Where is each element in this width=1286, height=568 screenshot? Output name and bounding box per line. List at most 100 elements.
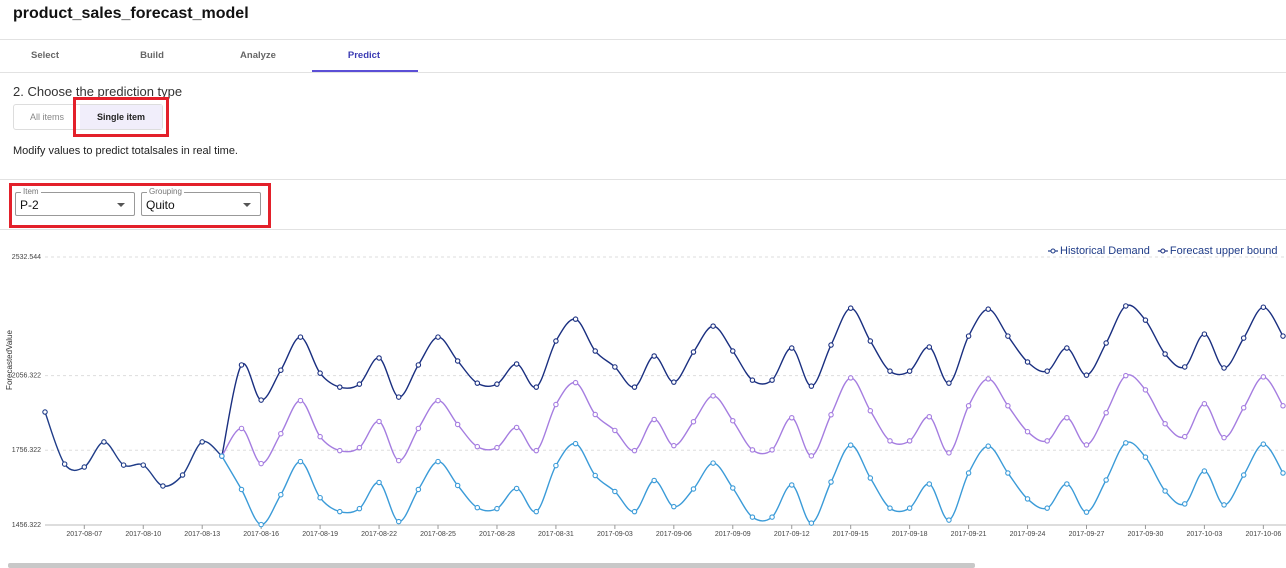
data-point [808,383,815,389]
data-point [219,453,225,459]
dropdown[interactable]: Item P-2 [15,187,135,216]
data-point [887,368,893,374]
data-point [572,440,579,447]
x-tick-label: 2017-09-09 [715,531,751,538]
dropdown[interactable]: Grouping Quito [141,187,261,216]
data-point [572,379,579,386]
data-point [592,472,598,479]
tab[interactable]: Build [140,50,164,61]
data-point [631,508,638,515]
data-point [1240,472,1247,478]
data-point [926,344,933,350]
data-point [553,462,559,469]
data-point [808,520,815,526]
x-tick-label: 2017-08-19 [302,531,338,538]
data-point [278,367,284,373]
data-point [1103,410,1109,416]
data-point [769,447,775,453]
data-point [651,477,657,484]
dropdown-label: Grouping [147,187,184,196]
data-point [1181,501,1188,507]
data-point [1280,403,1286,409]
data-point [238,362,245,368]
data-point [238,425,245,432]
data-point [140,462,147,468]
y-tick-label: 1756.322 [12,447,41,454]
legend-label[interactable]: Historical Demand [1060,245,1150,257]
data-point [278,491,284,498]
plot: ForecastedValue 1456.322 1756.322 2056.322… [5,245,1286,538]
data-point [612,364,618,370]
data-point [749,447,756,453]
data-point [1240,335,1247,341]
data-point [572,316,579,322]
data-point [1083,509,1090,515]
data-point [965,403,972,409]
data-point [867,475,874,481]
data-point [356,381,363,387]
toggle-button-selected[interactable]: Single item [80,105,162,129]
data-point [906,368,913,374]
data-point [847,442,854,448]
chart: ForecastedValue 1456.322 1756.322 2056.322… [5,245,1286,538]
data-point [631,384,638,390]
tab[interactable]: Analyze [240,50,276,61]
data-point [297,334,304,340]
data-point [179,472,186,478]
tab-active[interactable]: Predict [347,50,381,61]
x-tick-label: 2017-10-06 [1245,531,1281,538]
data-point [317,494,323,501]
data-point [278,430,284,437]
data-point [965,333,972,339]
data-point [120,462,127,468]
data-point [946,517,952,523]
data-point [1064,481,1070,487]
data-point [592,411,598,418]
x-tick-label: 2017-09-15 [833,531,869,538]
data-point [769,514,775,520]
data-point [1044,368,1050,374]
data-point [710,393,716,399]
data-point [1142,387,1149,393]
highlight-box [73,97,169,137]
data-point [612,427,618,434]
data-point [494,381,500,387]
data-point [258,521,264,528]
data-point [730,485,736,491]
data-point [356,505,363,512]
data-point [808,453,815,459]
data-point [1142,454,1149,460]
data-point [828,412,834,418]
data-point [513,485,520,492]
data-point [395,394,402,400]
dropdown-value: Quito [146,198,175,212]
data-point [1260,304,1267,310]
scrollbar[interactable] [8,563,975,568]
data-point [1005,333,1011,339]
data-point [906,438,913,444]
data-point [651,416,657,423]
data-point [297,458,304,465]
x-tick-label: 2017-08-28 [479,531,515,538]
data-point [985,376,991,382]
x-tick-label: 2017-09-12 [774,531,810,538]
legend-label[interactable]: Forecast upper bound [1170,245,1278,257]
data-point [1123,303,1129,309]
data-point [710,460,716,466]
data-point [788,415,795,421]
x-tick-label: 2017-08-10 [125,531,161,538]
data-point [847,375,854,381]
toggle-button[interactable]: All items [29,112,64,122]
data-point [415,362,422,368]
divider [0,229,1286,230]
x-tick-label: 2017-09-06 [656,531,692,538]
data-point [415,486,422,493]
data-point [337,508,343,515]
data-point [1260,374,1267,380]
tab[interactable]: Select [31,50,59,61]
data-point [435,397,441,404]
data-point [671,503,677,510]
data-point [946,380,952,386]
data-point [592,348,598,354]
data-point [1024,359,1031,365]
